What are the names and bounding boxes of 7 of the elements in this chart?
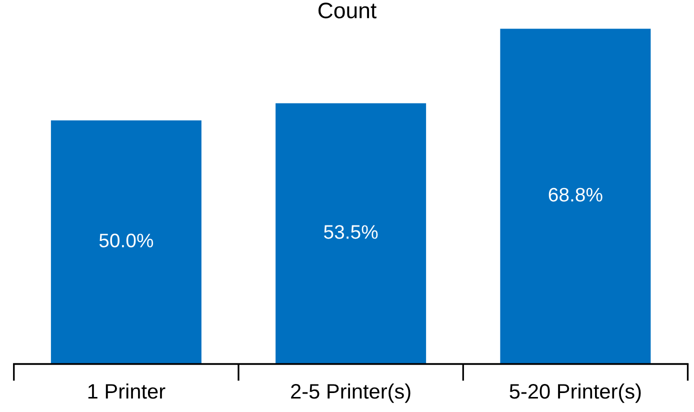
data-label: 68.8% [548,188,602,202]
x-tick-label: 2-5 Printer(s) [291,383,410,403]
data-label: 50.0% [99,234,154,248]
x-tick-label: 1 Printer [88,383,166,399]
chart-title: Count [318,2,376,18]
data-label: 53.5% [324,225,378,239]
x-tick-label: 5-20 Printer(s) [510,383,641,403]
